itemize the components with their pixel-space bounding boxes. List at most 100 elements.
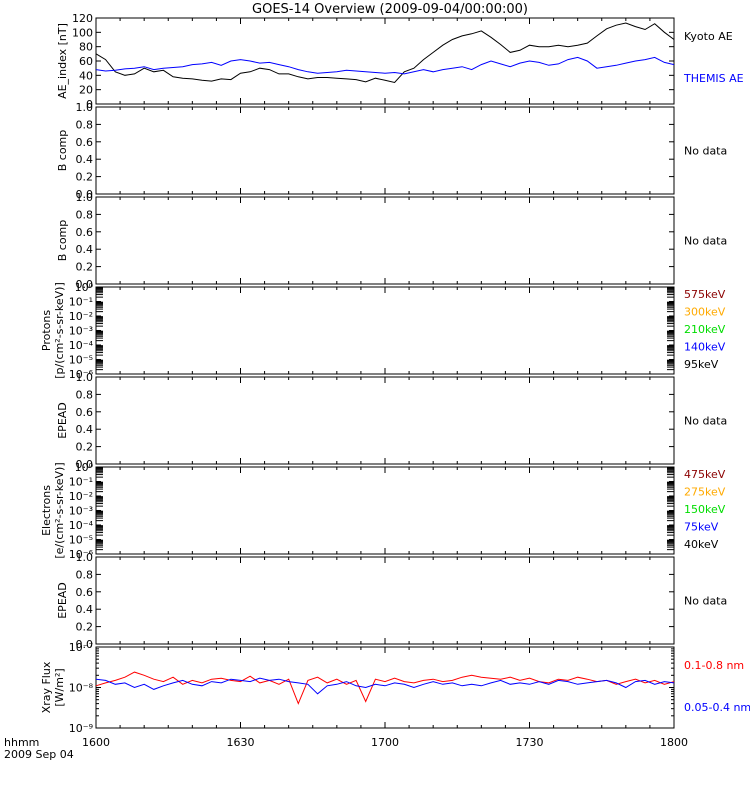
panel-frame	[95, 286, 675, 375]
y-tick-label: 10⁻³	[69, 325, 93, 338]
y-tick-label: 0.2	[76, 441, 94, 454]
no-data-note: No data	[684, 595, 727, 608]
y-tick-label: 0.2	[76, 621, 94, 634]
x-tick-label: 1630	[227, 736, 255, 749]
y-tick-label: 10⁰	[75, 461, 94, 474]
y-tick-label: 0.0	[76, 638, 94, 651]
y-tick-label: 0.8	[76, 208, 94, 221]
legend-entry: 40keV	[684, 538, 719, 551]
y-axis-label: B comp	[56, 220, 69, 262]
panel-frame	[95, 556, 675, 645]
panel-frame	[95, 196, 675, 285]
y-tick-label: 0.0	[76, 188, 94, 201]
y-tick-label: 0.4	[76, 603, 94, 616]
x-tick-label: 1800	[660, 736, 688, 749]
no-data-note: No data	[684, 235, 727, 248]
panel-epead1: 0.0 0.2 0.4 0.6 0.8 1.0 EPEAD No data	[56, 371, 727, 471]
series-line-kyoto-ae	[95, 22, 675, 84]
y-tick-label: 10⁻²	[69, 490, 93, 503]
y-axis-label: B comp	[56, 130, 69, 172]
y-tick-label: 0.4	[76, 423, 94, 436]
y-tick-label: 0.6	[76, 586, 94, 599]
y-tick-label: 10⁻⁴	[69, 339, 94, 352]
y-tick-label: 60	[79, 55, 93, 68]
panel-frame	[95, 106, 675, 195]
series-line-0-05-0-4-nm	[95, 677, 675, 695]
x-tick-label: 1600	[82, 736, 110, 749]
y-tick-label: 0.6	[76, 136, 94, 149]
panel-protons: 10⁻⁶10⁻⁵ 10⁻⁴10⁻³ 10⁻²10⁻¹ 10⁰ Protons [p/(cm…	[40, 281, 726, 381]
y-tick-label: 0	[86, 98, 93, 111]
figure-title: GOES-14 Overview (2009-09-04/00:00:00)	[252, 2, 528, 17]
panel-xray: 10⁻⁹ 10⁻⁸ 10⁻⁷ Xray Flux [W/m²] 0.1-0.8 nm 0.0…	[40, 641, 750, 735]
no-data-note: No data	[684, 415, 727, 428]
y-tick-label: 120	[72, 12, 93, 25]
series-label: Kyoto AE	[684, 30, 733, 43]
series-label: 0.1-0.8 nm	[684, 659, 744, 672]
y-tick-label: 0.2	[76, 261, 94, 274]
y-tick-label: 10⁰	[75, 281, 94, 294]
legend-entry: 275keV	[684, 486, 726, 499]
y-tick-label: 20	[79, 84, 93, 97]
legend-entry: 140keV	[684, 341, 726, 354]
panel-frame	[95, 376, 675, 465]
y-tick-label: 10⁻⁶	[69, 368, 94, 381]
y-tick-label: 10⁻⁹	[69, 722, 93, 735]
y-tick-label: 80	[79, 41, 93, 54]
y-tick-label: 10⁻⁴	[69, 519, 94, 532]
y-tick-label: 1.0	[76, 191, 94, 204]
x-tick-label: 1730	[516, 736, 544, 749]
y-axis-label: Protons	[40, 310, 53, 351]
y-tick-label: 100	[72, 26, 93, 39]
y-tick-label: 0.8	[76, 118, 94, 131]
legend-entry: 75keV	[684, 521, 719, 534]
y-axis-unit-label: [p/(cm²-s-sr-keV)]	[53, 282, 66, 379]
y-tick-label: 10⁻⁷	[69, 641, 93, 654]
y-tick-label: 1.0	[76, 551, 94, 564]
legend-entry: 300keV	[684, 306, 726, 319]
legend-entry: 95keV	[684, 358, 719, 371]
y-tick-label: 0.8	[76, 568, 94, 581]
y-tick-label: 10⁻¹	[69, 476, 93, 489]
y-tick-label: 1.0	[76, 371, 94, 384]
series-label: THEMIS AE	[683, 72, 744, 85]
legend-entry: 210keV	[684, 323, 726, 336]
y-tick-label: 0.0	[76, 458, 94, 471]
y-axis-label: Xray Flux	[40, 661, 53, 713]
footer-hhmm: hhmm	[4, 736, 39, 749]
panel-b1: 0.0 0.2 0.4 0.6 0.8 1.0 B comp No data	[56, 101, 727, 201]
y-tick-label: 10⁻³	[69, 505, 93, 518]
panel-electrons: 10⁻⁶10⁻⁵ 10⁻⁴10⁻³ 10⁻²10⁻¹ 10⁰ Electrons [e/(…	[40, 461, 726, 561]
y-axis-label: Electrons	[40, 485, 53, 536]
y-tick-label: 0.2	[76, 171, 94, 184]
time-axis: 1600 1630 1700 1730 1800	[82, 736, 688, 749]
y-axis-label: AE_index [nT]	[56, 23, 69, 99]
y-tick-label: 10⁻⁵	[69, 354, 93, 367]
y-tick-label: 40	[79, 69, 93, 82]
no-data-note: No data	[684, 145, 727, 158]
y-axis-label: EPEAD	[56, 582, 69, 619]
footer-date: 2009 Sep 04	[4, 748, 74, 761]
series-label: 0.05-0.4 nm	[684, 701, 750, 714]
y-tick-label: 10⁻⁶	[69, 548, 94, 561]
legend-entry: 575keV	[684, 288, 726, 301]
y-axis-unit-label: [e/(cm²-s-sr-keV)]	[53, 462, 66, 558]
y-axis-unit-label: [W/m²]	[53, 668, 66, 706]
y-tick-label: 0.8	[76, 388, 94, 401]
series-line-themis-ae	[95, 56, 675, 75]
y-tick-label: 0.4	[76, 153, 94, 166]
y-tick-label: 0.6	[76, 226, 94, 239]
legend-entry: 150keV	[684, 503, 726, 516]
y-tick-label: 10⁻²	[69, 310, 93, 323]
y-tick-label: 10⁻⁸	[69, 682, 94, 695]
y-tick-label: 0.4	[76, 243, 94, 256]
panel-frame	[95, 466, 675, 555]
y-tick-label: 1.0	[76, 101, 94, 114]
panel-frame	[95, 646, 675, 729]
panel-b2: 0.0 0.2 0.4 0.6 0.8 1.0 B comp No data	[56, 191, 727, 291]
series-line-0-1-0-8-nm	[95, 671, 675, 705]
y-tick-label: 0.6	[76, 406, 94, 419]
y-tick-label: 10⁻⁵	[69, 534, 93, 547]
